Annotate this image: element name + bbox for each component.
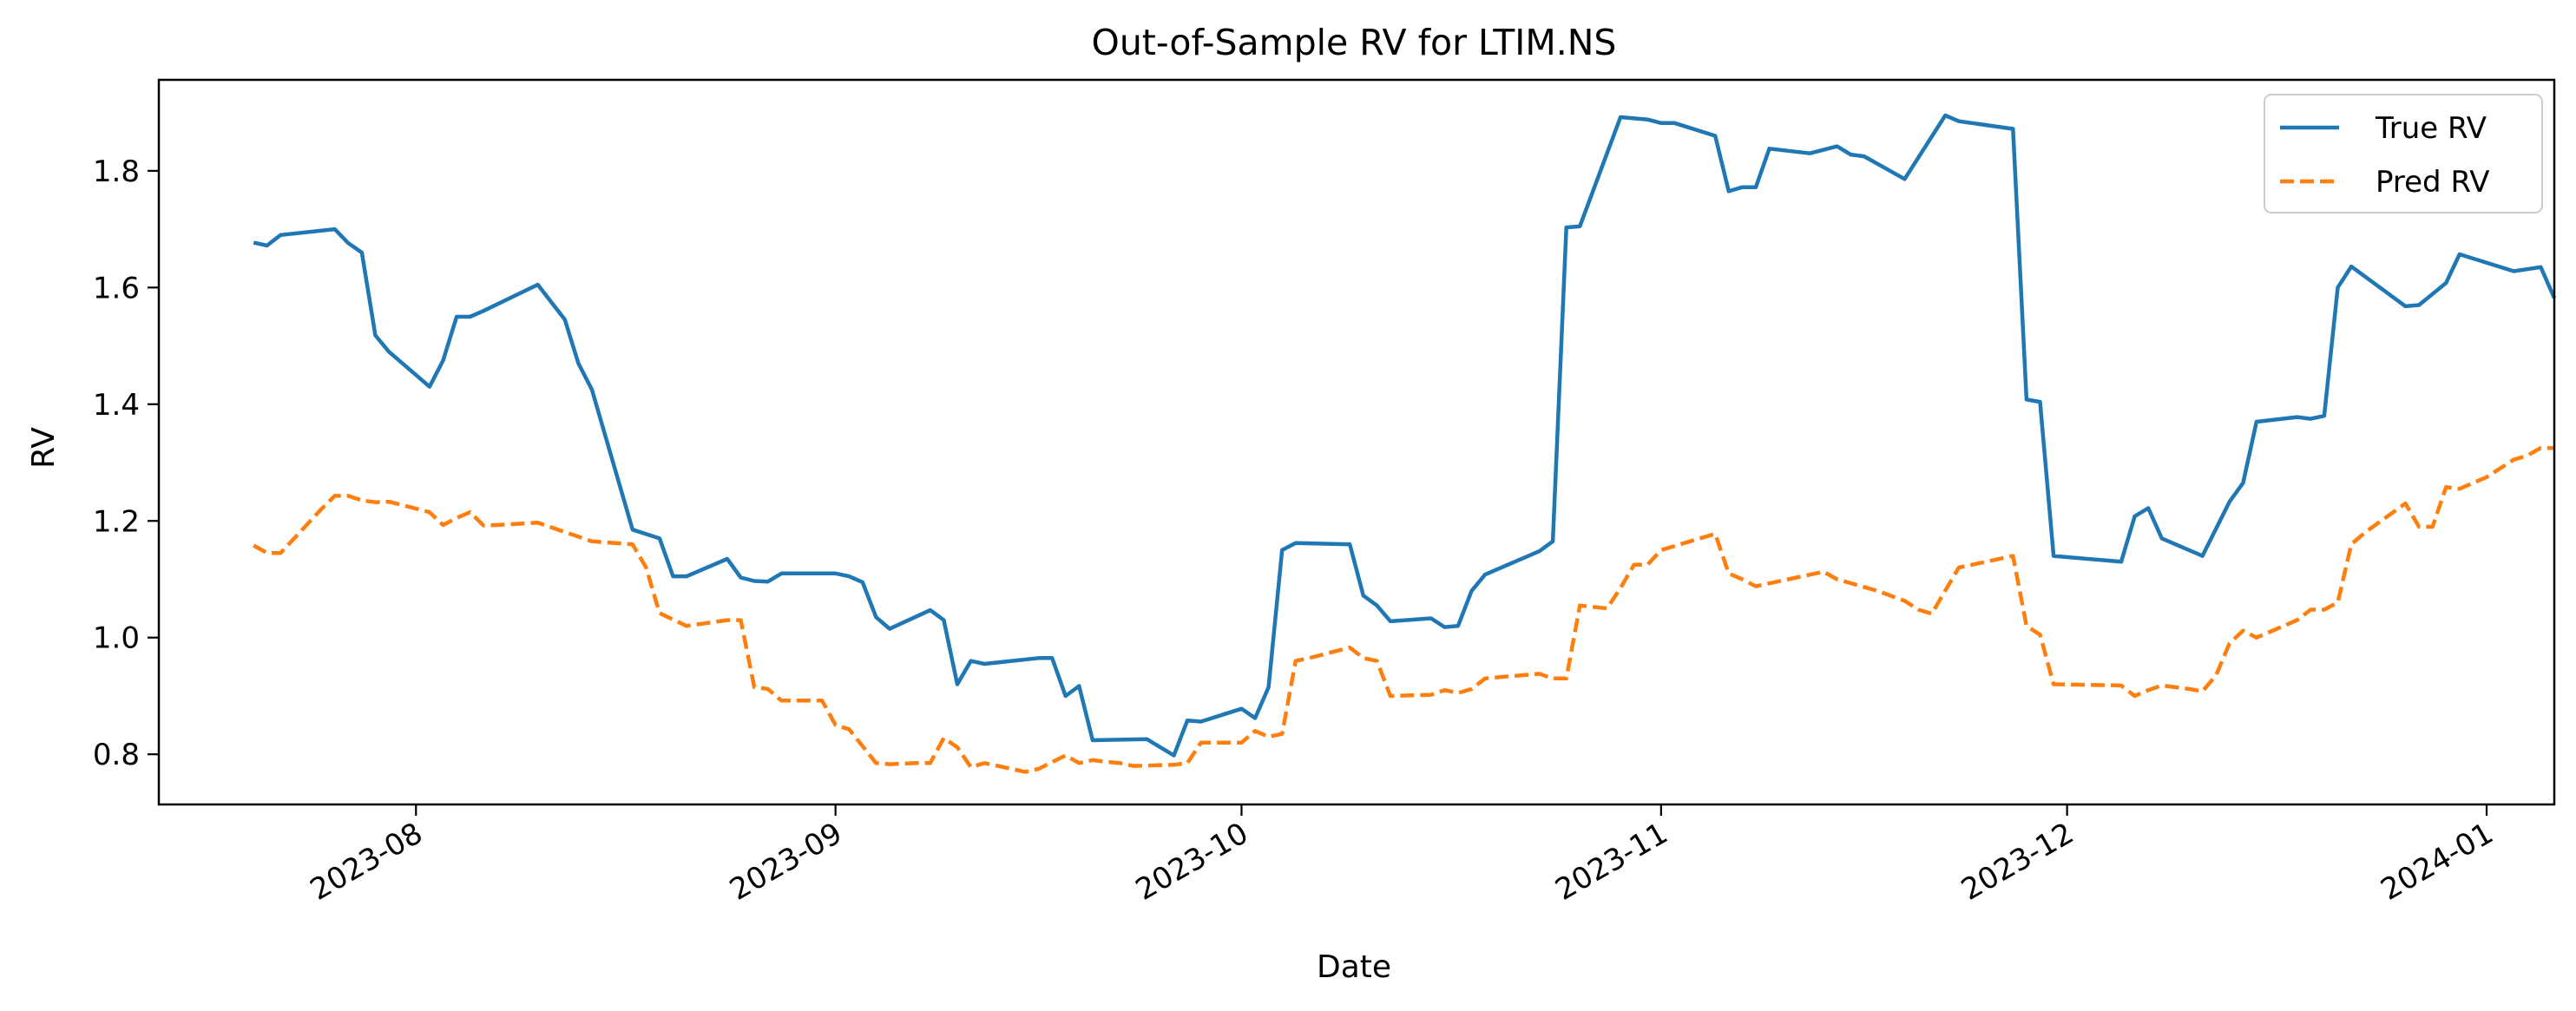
y-tick-label: 1.2: [93, 504, 140, 539]
y-axis-label: RV: [26, 427, 62, 469]
x-tick-label: 2023-10: [1130, 816, 1254, 908]
legend-label: True RV: [2375, 111, 2487, 146]
chart-title: Out-of-Sample RV for LTIM.NS: [1092, 22, 1617, 63]
legend-label: Pred RV: [2376, 165, 2489, 200]
plot-area: 2023-08 2023-09 2023-10 2023-11 2023-12 2024-…: [93, 78, 2557, 908]
y-tick-label: 1.8: [93, 154, 140, 189]
y-tick-label: 1.4: [93, 388, 140, 423]
x-axis-label: Date: [1317, 949, 1391, 985]
y-tick-label: 1.0: [93, 621, 140, 656]
x-tick-label: 2023-09: [724, 816, 848, 908]
x-tick-label: 2023-11: [1549, 816, 1673, 908]
y-tick-label: 1.6: [93, 271, 140, 305]
series-line-pred-rv: [253, 445, 2554, 774]
series-line-true-rv: [253, 113, 2557, 758]
x-tick-label: 2023-08: [305, 816, 429, 908]
x-tick-label: 2023-12: [1955, 816, 2080, 908]
x-tick-label: 2024-01: [2376, 816, 2500, 908]
plot-frame: [157, 78, 2556, 806]
y-tick-label: 0.8: [93, 738, 140, 772]
